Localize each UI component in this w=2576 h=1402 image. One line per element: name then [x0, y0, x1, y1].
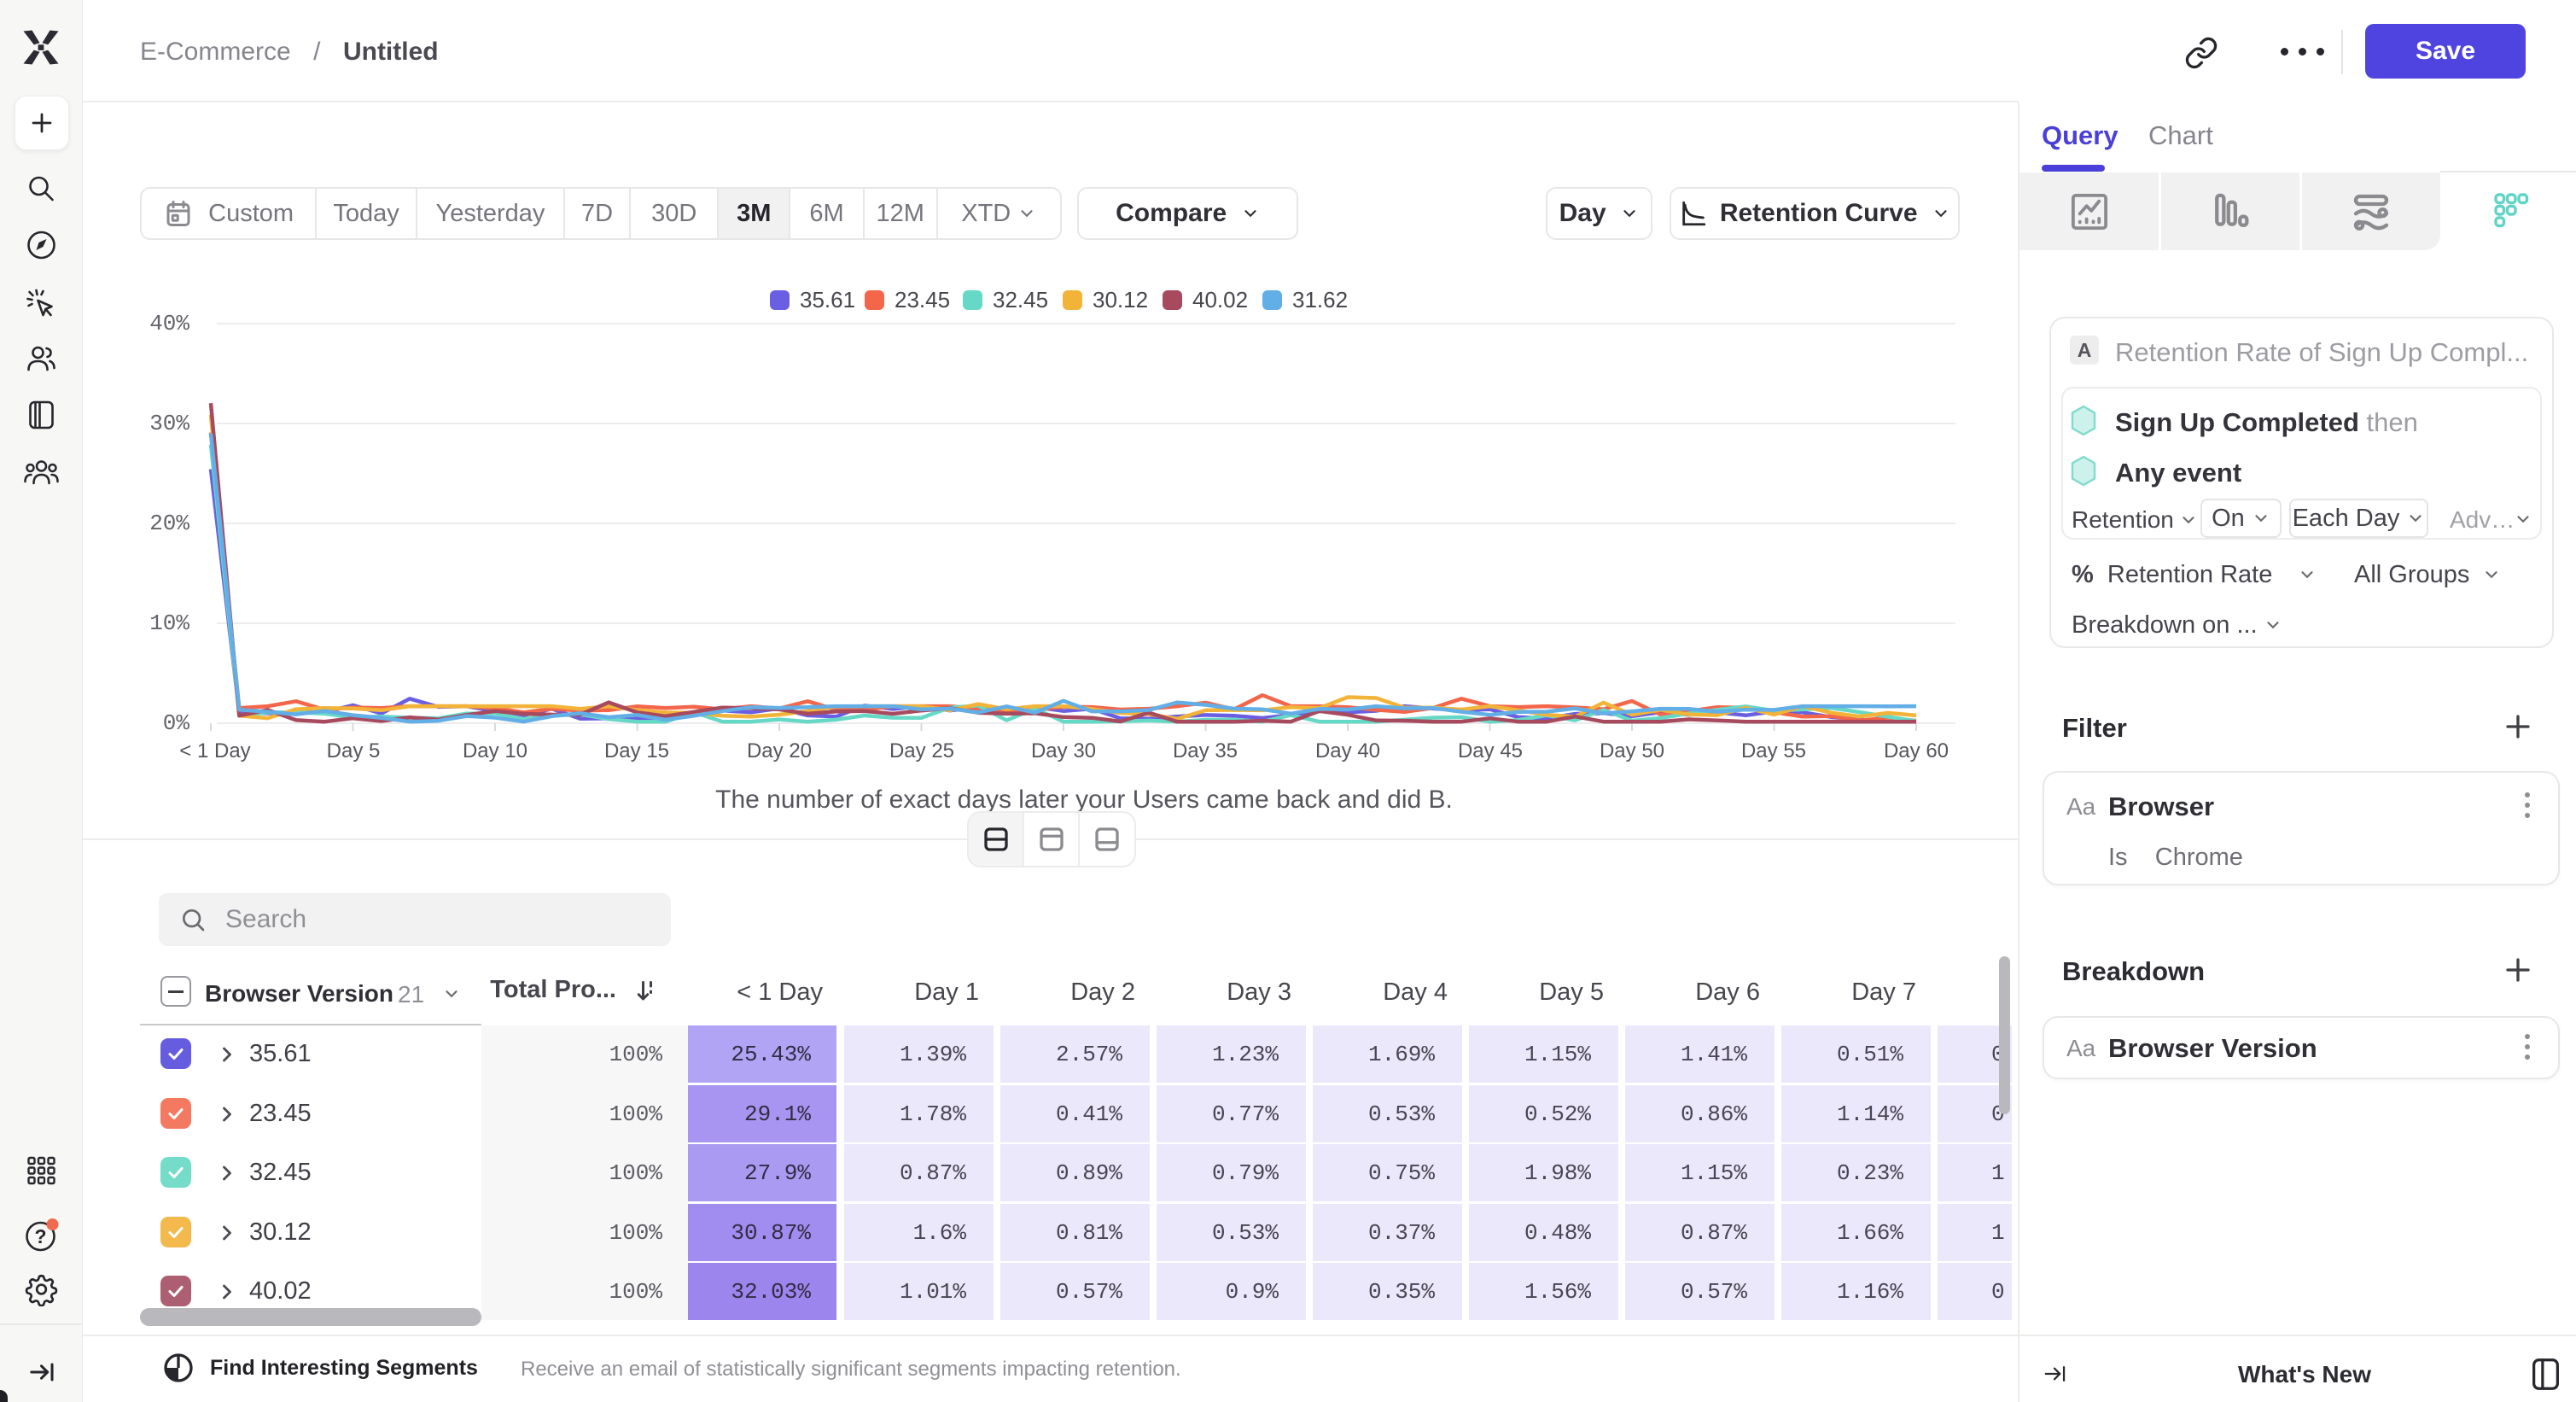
svg-text:?: ?: [34, 1225, 46, 1247]
